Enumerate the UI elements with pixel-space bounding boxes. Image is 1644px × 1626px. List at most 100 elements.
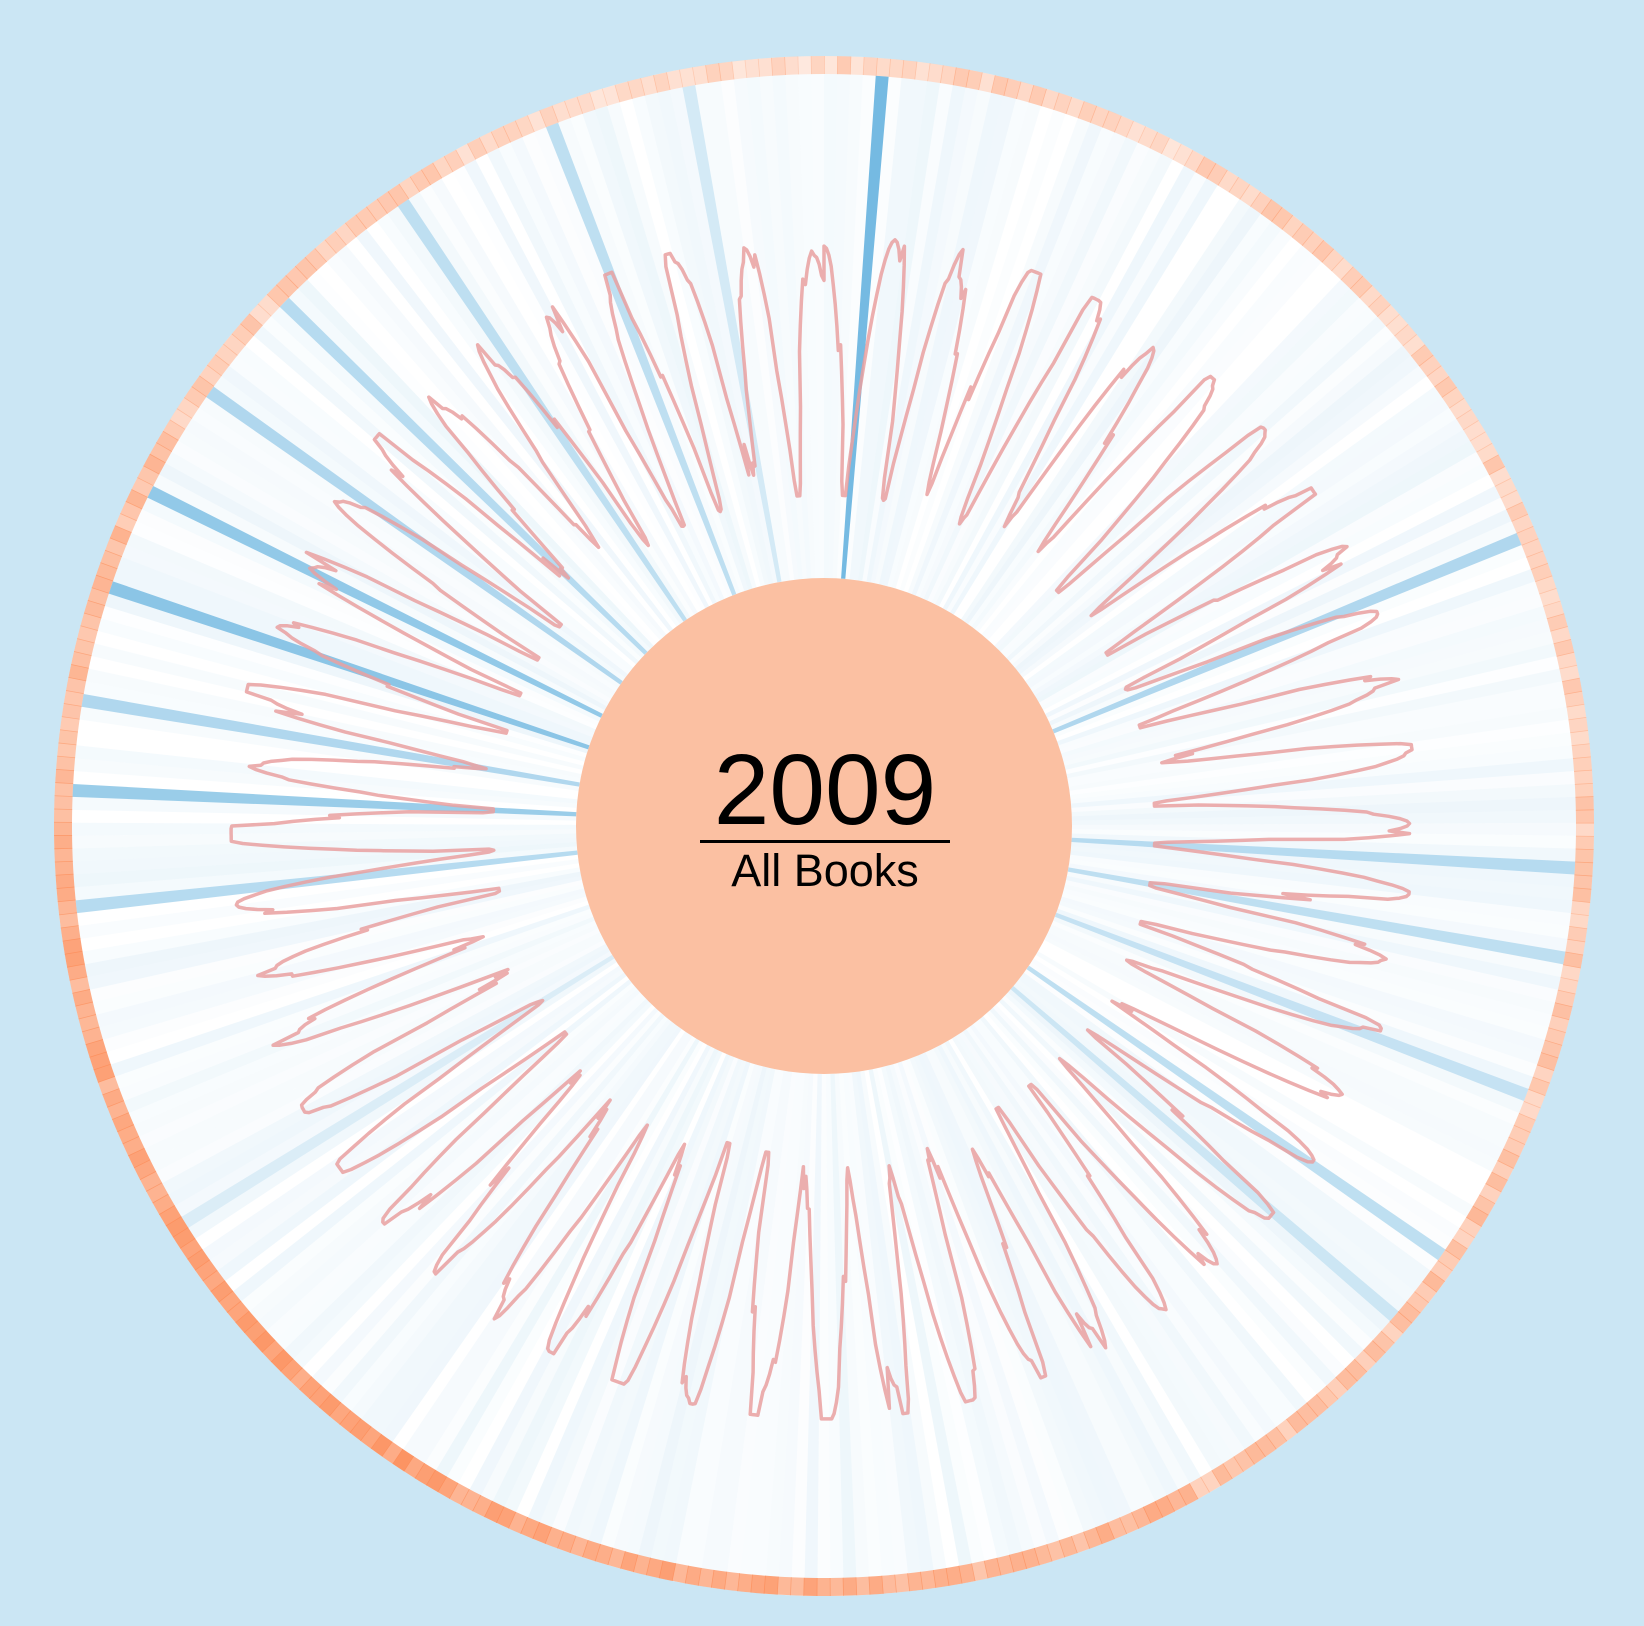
ring-segment	[718, 61, 735, 82]
ring-segment	[1434, 376, 1457, 398]
ring-segment	[261, 1339, 285, 1363]
day-spoke	[883, 95, 1017, 587]
day-spoke	[1036, 440, 1477, 703]
day-spoke	[336, 245, 667, 638]
ring-segment	[143, 453, 166, 475]
ring-segment	[1554, 989, 1576, 1008]
ring-segment	[737, 1573, 753, 1593]
ring-segment	[57, 742, 77, 759]
day-spoke	[638, 1066, 767, 1558]
ring-segment	[797, 56, 812, 75]
day-spoke	[879, 92, 1004, 586]
day-spoke	[288, 288, 651, 652]
ring-segment	[252, 1330, 276, 1353]
ring-segment	[56, 755, 76, 772]
ring-segment	[692, 65, 709, 86]
ring-segment	[1516, 525, 1539, 546]
ring-segment	[1368, 294, 1391, 317]
ring-segment	[945, 1565, 963, 1586]
ring-segment	[472, 1494, 493, 1518]
ring-segment	[1564, 690, 1585, 708]
ring-segment	[1521, 538, 1544, 558]
ring-segment	[1195, 156, 1217, 179]
day-spoke	[1016, 979, 1415, 1302]
ring-segment	[54, 795, 73, 810]
ring-segment	[169, 408, 193, 430]
day-spoke	[885, 1065, 1023, 1555]
ring-segment	[1296, 1402, 1319, 1426]
ring-segment	[1511, 513, 1534, 534]
day-spoke	[1060, 896, 1545, 1053]
ring-segment	[133, 1159, 157, 1180]
day-spoke	[576, 1060, 747, 1541]
ring-segment	[57, 899, 78, 916]
ring-segment	[1325, 1376, 1349, 1400]
ring-segment	[983, 1557, 1002, 1579]
day-spoke	[897, 1061, 1060, 1545]
day-spoke	[911, 122, 1103, 596]
ring-segment	[54, 860, 74, 876]
ring-segment	[1354, 1349, 1377, 1373]
ring-segment	[1573, 874, 1593, 890]
ring-segment	[932, 1567, 950, 1588]
day-spoke	[162, 943, 608, 1195]
ring-segment	[771, 56, 786, 76]
ring-segment	[93, 1063, 116, 1083]
ring-segment	[539, 105, 559, 128]
ring-segment	[56, 886, 76, 903]
ring-segment	[996, 1554, 1015, 1576]
ring-segment	[633, 1554, 651, 1576]
day-spoke	[1026, 965, 1446, 1261]
ring-segment	[589, 88, 608, 110]
ring-segment	[114, 513, 137, 533]
ring-segment	[1575, 822, 1594, 837]
day-spoke	[96, 888, 586, 1028]
ring-segment	[235, 1310, 258, 1333]
ring-segment	[349, 1418, 372, 1442]
day-spoke	[925, 1050, 1144, 1513]
day-spoke	[408, 192, 691, 620]
outer-month-ring	[54, 56, 1594, 1596]
day-spoke	[669, 87, 778, 584]
ring-segment	[72, 988, 93, 1007]
day-spoke	[504, 1050, 723, 1513]
ring-segment	[1528, 1076, 1550, 1096]
ring-segment	[432, 156, 454, 179]
day-spoke	[279, 297, 648, 655]
center-label: 2009 All Books	[575, 740, 1075, 899]
ring-segment	[214, 343, 238, 366]
day-spoke	[824, 74, 837, 579]
day-spoke	[907, 118, 1090, 595]
day-spoke	[1071, 822, 1576, 836]
ring-segment	[1254, 1434, 1277, 1458]
day-spoke	[849, 78, 915, 580]
day-spoke	[356, 229, 674, 632]
day-spoke	[233, 979, 632, 1302]
day-spoke	[923, 137, 1138, 601]
day-spokes	[71, 74, 1576, 1578]
ring-segment	[697, 1567, 715, 1588]
day-spoke	[733, 78, 799, 580]
ring-segment	[750, 1574, 766, 1594]
ring-segment	[907, 1571, 924, 1592]
ring-segment	[414, 1462, 436, 1486]
ring-segment	[614, 81, 633, 103]
ring-segment	[1189, 1476, 1210, 1500]
ring-segment	[1114, 115, 1134, 138]
ring-segment	[1286, 1410, 1309, 1434]
day-spoke	[891, 102, 1041, 589]
ring-segment	[1271, 206, 1294, 230]
day-spoke	[933, 1046, 1167, 1502]
ring-segment	[1565, 938, 1586, 956]
day-spoke	[112, 569, 591, 746]
day-spoke	[117, 557, 593, 742]
ring-segment	[1306, 1394, 1329, 1417]
ring-segment	[1217, 169, 1239, 193]
day-spoke	[701, 1070, 788, 1570]
ring-segment	[1046, 1540, 1066, 1562]
ring-segment	[89, 1051, 111, 1071]
ring-segment	[137, 465, 160, 487]
day-spoke	[582, 109, 749, 592]
day-spoke	[868, 1069, 972, 1566]
ring-segment	[1569, 913, 1589, 930]
